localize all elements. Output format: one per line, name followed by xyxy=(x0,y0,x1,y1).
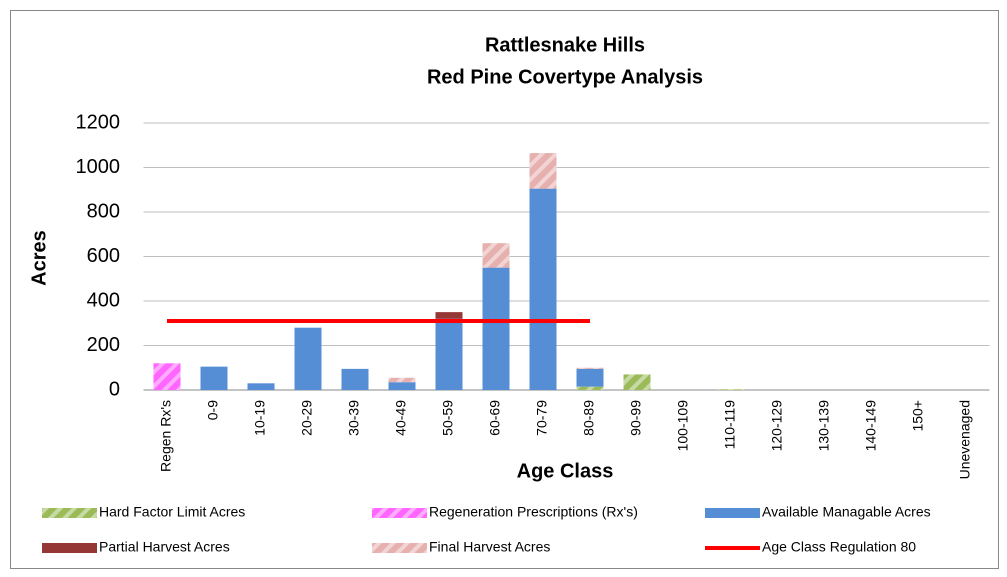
bar xyxy=(576,368,604,387)
x-tick-label: 10-19 xyxy=(252,400,268,436)
bar xyxy=(576,386,604,390)
bar xyxy=(529,188,557,390)
bar xyxy=(388,377,416,383)
y-tick-label: 600 xyxy=(87,245,120,267)
x-tick-label: 80-89 xyxy=(581,400,597,436)
bar xyxy=(247,383,275,390)
legend-label: Partial Harvest Acres xyxy=(99,539,230,555)
x-tick-label: 0-9 xyxy=(205,400,221,420)
bar xyxy=(529,153,557,189)
x-tick-label: 140-149 xyxy=(863,400,879,452)
x-tick-label: Unevenaged xyxy=(957,400,973,479)
y-tick-label: 1000 xyxy=(76,156,121,178)
bar xyxy=(435,318,463,390)
x-tick-label: 60-69 xyxy=(487,400,503,436)
chart-subtitle: Red Pine Covertype Analysis xyxy=(427,66,703,88)
bar xyxy=(482,267,510,390)
legend-label: Final Harvest Acres xyxy=(429,539,550,555)
bar xyxy=(717,389,745,390)
legend-label: Regeneration Prescriptions (Rx's) xyxy=(429,504,638,520)
y-tick-label: 1200 xyxy=(76,111,121,133)
legend-swatch xyxy=(705,508,760,518)
legend-swatch xyxy=(42,543,97,553)
chart-title: Rattlesnake Hills xyxy=(485,34,645,56)
bar xyxy=(200,366,228,390)
x-tick-label: 100-109 xyxy=(675,400,691,452)
x-tick-label: 70-79 xyxy=(534,400,550,436)
y-tick-label: 0 xyxy=(109,378,120,400)
bar xyxy=(623,374,651,390)
x-tick-label: Regen Rx's xyxy=(158,400,174,472)
legend-swatch xyxy=(42,508,97,518)
x-tick-label: 120-129 xyxy=(769,400,785,452)
x-tick-label: 90-99 xyxy=(628,400,644,436)
bar xyxy=(435,312,463,319)
legend-label: Hard Factor Limit Acres xyxy=(99,504,245,520)
x-tick-label: 30-39 xyxy=(346,400,362,436)
y-tick-label: 800 xyxy=(87,200,120,222)
x-tick-label: 110-119 xyxy=(722,400,738,450)
bar xyxy=(341,368,369,390)
bar xyxy=(294,327,322,390)
bar xyxy=(576,367,604,369)
legend-swatch xyxy=(372,508,427,518)
legend-label: Available Managable Acres xyxy=(762,504,931,520)
x-axis-label: Age Class xyxy=(517,460,614,482)
legend-swatch xyxy=(372,543,427,553)
y-tick-label: 400 xyxy=(87,289,120,311)
x-tick-label: 40-49 xyxy=(393,400,409,436)
bar xyxy=(388,382,416,390)
x-tick-label: 50-59 xyxy=(440,400,456,436)
x-tick-label: 150+ xyxy=(910,400,926,432)
bar xyxy=(482,243,510,268)
y-axis-label: Acres xyxy=(28,230,50,286)
x-tick-label: 20-29 xyxy=(299,400,315,436)
y-tick-label: 200 xyxy=(87,334,120,356)
x-tick-label: 130-139 xyxy=(816,400,832,452)
bar xyxy=(153,363,181,390)
legend-label: Age Class Regulation 80 xyxy=(762,539,916,555)
